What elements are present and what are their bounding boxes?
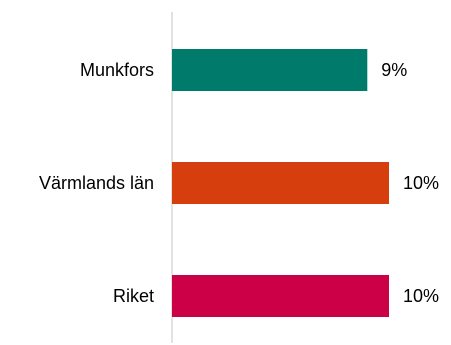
bars-group xyxy=(172,49,389,317)
bar-riket xyxy=(172,275,389,317)
value-label-riket: 10% xyxy=(403,286,439,306)
category-labels-group: Munkfors Värmlands län Riket xyxy=(39,60,154,306)
category-label-munkfors: Munkfors xyxy=(80,60,154,80)
category-label-riket: Riket xyxy=(113,286,154,306)
bar-munkfors xyxy=(172,49,368,91)
value-label-v-rmlands-l-n: 10% xyxy=(403,173,439,193)
value-labels-group: 9% 10% 10% xyxy=(381,60,439,306)
bar-v-rmlands-l-n xyxy=(172,162,389,204)
category-label-v-rmlands-l-n: Värmlands län xyxy=(39,173,154,193)
value-label-munkfors: 9% xyxy=(381,60,407,80)
